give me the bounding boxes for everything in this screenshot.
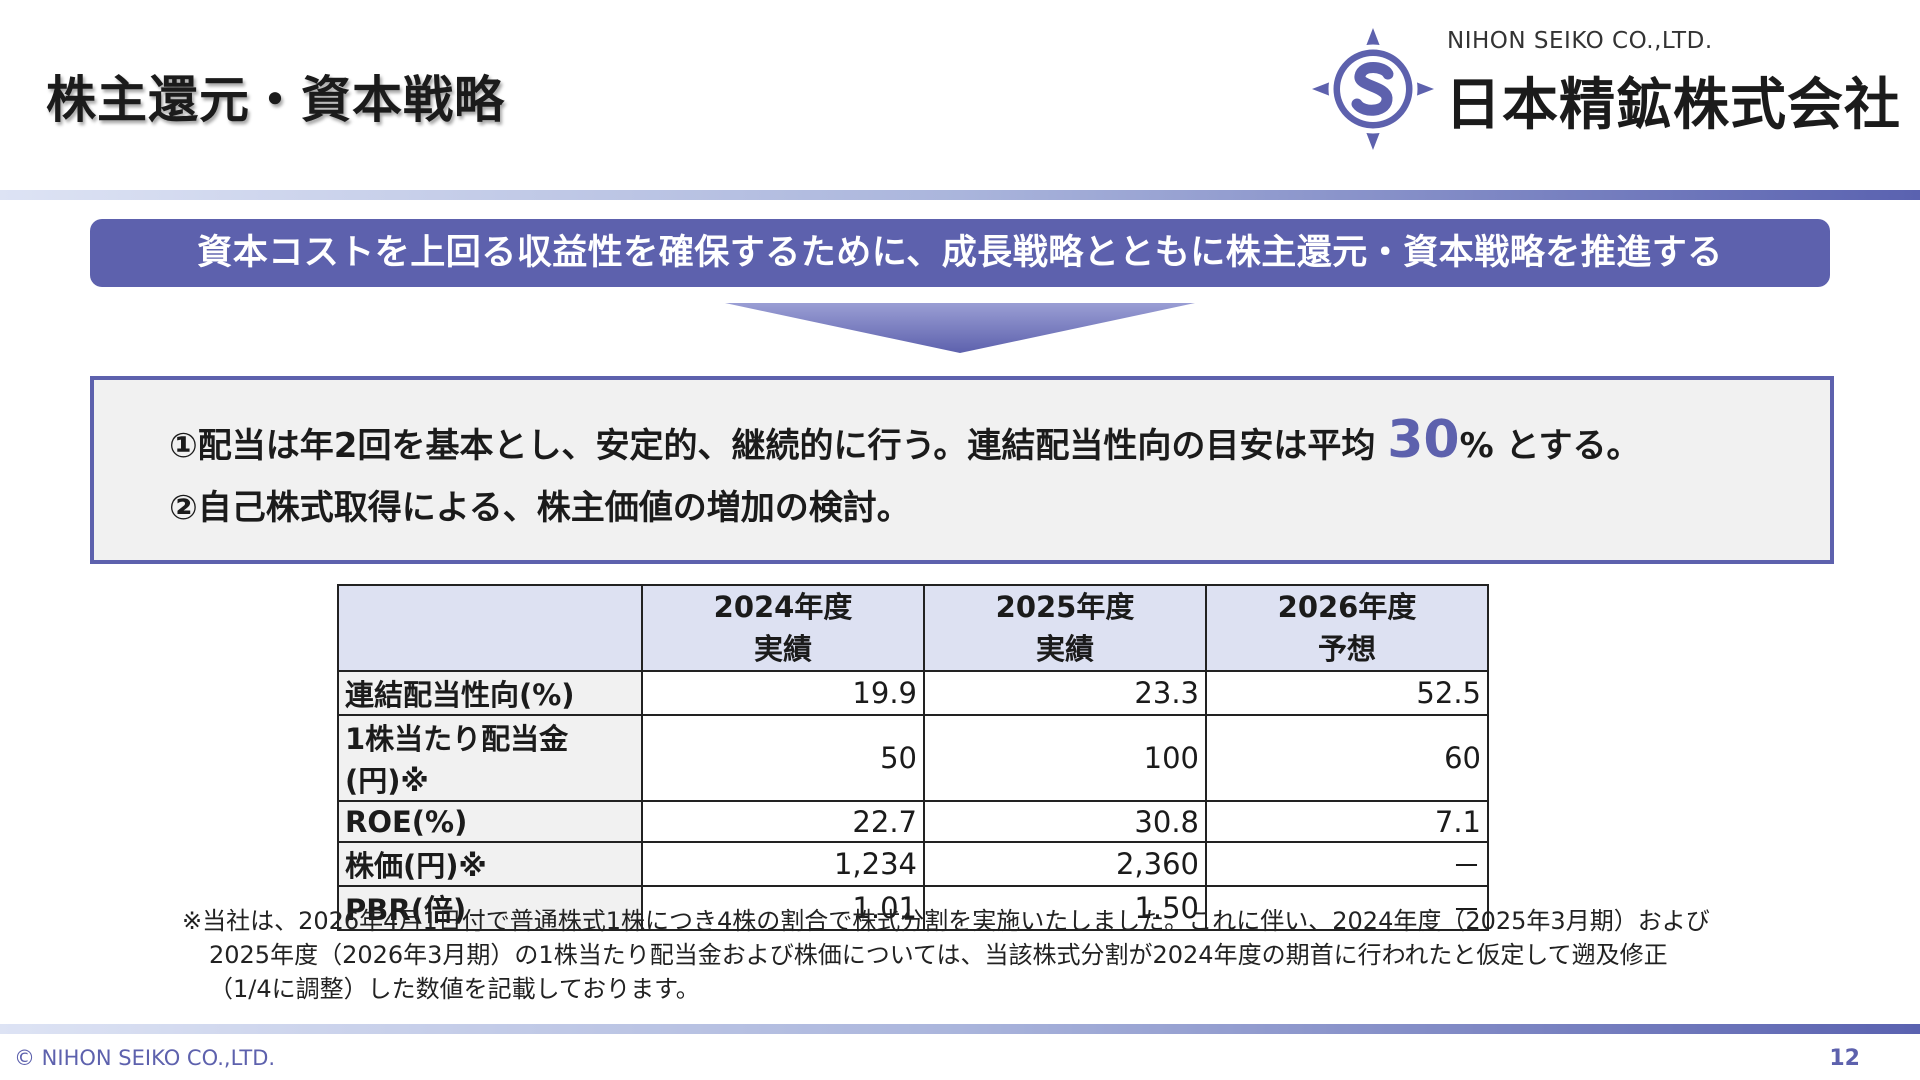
- row-label: 連結配当性向(%): [337, 670, 643, 716]
- cell-value: 1.01: [641, 885, 925, 931]
- stock-split-footnote: ※当社は、2026年4月1日付で普通株式1株につき4株の割合で株式分割を実施いた…: [182, 904, 1832, 1006]
- table-row: PBR(倍) 1.01 1.50 －: [337, 885, 1489, 931]
- page-title: 株主還元・資本戦略: [46, 71, 505, 129]
- row-label: PBR(倍): [337, 885, 643, 931]
- cell-value: 100: [923, 714, 1207, 802]
- footnote-line-3: （1/4に調整）した数値を記載しております。: [209, 975, 700, 1003]
- cell-value: 52.5: [1205, 670, 1489, 716]
- cell-value: 30.8: [923, 800, 1207, 843]
- policy-point-1-text: ①配当は年2回を基本とし、安定的、継続的に行う。連結配当性向の目安は平均: [169, 426, 1388, 466]
- cell-value: 22.7: [641, 800, 925, 843]
- row-label: 株価(円)※: [337, 841, 643, 887]
- table-header-row: 2024年度 実績 2025年度 実績 2026年度 予想: [337, 584, 1489, 672]
- table-row: 1株当たり配当金(円)※ 50 100 60: [337, 714, 1489, 802]
- policy-points-box: ①配当は年2回を基本とし、安定的、継続的に行う。連結配当性向の目安は平均 30%…: [90, 376, 1834, 564]
- cell-value: －: [1205, 885, 1489, 931]
- row-label: ROE(%): [337, 800, 643, 843]
- down-chevron-arrow-icon: [725, 303, 1195, 353]
- logo-english-name: NIHON SEIKO CO.,LTD.: [1447, 28, 1713, 54]
- logo-japanese-name: 日本精鉱株式会社: [1445, 73, 1901, 138]
- header-fy2025: 2025年度 実績: [923, 584, 1207, 672]
- payout-target-value: 30: [1387, 410, 1460, 470]
- cell-value: 2,360: [923, 841, 1207, 887]
- row-label: 1株当たり配当金(円)※: [337, 714, 643, 802]
- cell-value: 60: [1205, 714, 1489, 802]
- cell-value: 19.9: [641, 670, 925, 716]
- strategy-banner: 資本コストを上回る収益性を確保するために、成長戦略とともに株主還元・資本戦略を推…: [90, 219, 1830, 287]
- company-logo: NIHON SEIKO CO.,LTD. 日本精鉱株式会社: [1310, 26, 1910, 156]
- cell-value: 50: [641, 714, 925, 802]
- table-row: 株価(円)※ 1,234 2,360 －: [337, 841, 1489, 887]
- policy-point-1-suffix: % とする。: [1459, 426, 1641, 466]
- header-fy2026: 2026年度 予想: [1205, 584, 1489, 672]
- header-divider: [0, 190, 1920, 200]
- header-fy2024: 2024年度 実績: [641, 584, 925, 672]
- table-row: 連結配当性向(%) 19.9 23.3 52.5: [337, 670, 1489, 716]
- shareholder-return-table: 2024年度 実績 2025年度 実績 2026年度 予想 連結配当性向(%) 19.…: [337, 584, 1489, 931]
- cell-value: －: [1205, 841, 1489, 887]
- table-row: ROE(%) 22.7 30.8 7.1: [337, 800, 1489, 843]
- footnote-line-1: ※当社は、2026年4月1日付で普通株式1株につき4株の割合で株式分割を実施いた…: [182, 907, 1710, 935]
- copyright-text: © NIHON SEIKO CO.,LTD.: [14, 1046, 276, 1070]
- footer-divider: [0, 1024, 1920, 1034]
- cell-value: 1,234: [641, 841, 925, 887]
- compass-s-logo-icon: [1312, 28, 1434, 150]
- cell-value: 1.50: [923, 885, 1207, 931]
- footnote-line-2: 2025年度（2026年3月期）の1株当たり配当金および株価については、当該株式…: [209, 941, 1668, 969]
- cell-value: 7.1: [1205, 800, 1489, 843]
- page-number: 12: [1829, 1046, 1860, 1071]
- header-blank-cell: [337, 584, 643, 672]
- cell-value: 23.3: [923, 670, 1207, 716]
- policy-point-2: ②自己株式取得による、株主価値の増加の検討。: [169, 488, 911, 528]
- policy-point-1: ①配当は年2回を基本とし、安定的、継続的に行う。連結配当性向の目安は平均 30%…: [169, 410, 1641, 470]
